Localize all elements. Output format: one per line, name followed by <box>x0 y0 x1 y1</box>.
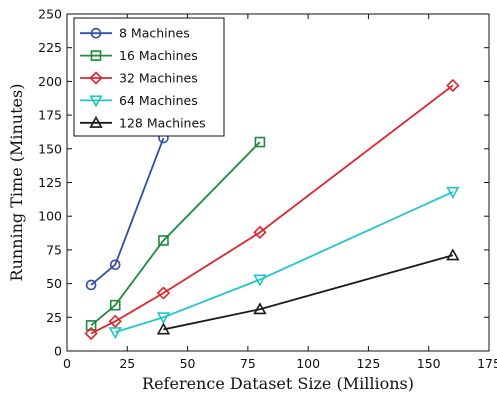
x-tick-label: 100 <box>296 356 320 371</box>
data-point <box>253 302 267 315</box>
data-point <box>158 235 169 246</box>
axes: 0 25 50 75 100 125 150 175 0 25 50 75 100 125 150 175 20… <box>38 7 497 372</box>
series-layer <box>84 78 460 341</box>
data-point <box>253 274 267 287</box>
data-point <box>156 286 171 300</box>
x-tick-label: 0 <box>63 356 71 371</box>
y-tick-label: 225 <box>38 40 62 55</box>
y-tick-label: 200 <box>38 74 62 89</box>
data-point <box>85 320 97 331</box>
y-tick-label: 75 <box>46 242 62 257</box>
y-tick-label: 250 <box>38 7 62 22</box>
series-8-machines <box>85 132 169 291</box>
legend-label: 64 Machines <box>119 93 198 108</box>
data-point <box>446 248 460 261</box>
x-tick-label: 50 <box>180 356 196 371</box>
series-line <box>90 141 261 327</box>
legend-marker <box>89 95 103 108</box>
series-16-machines <box>85 136 266 331</box>
x-tick-label: 125 <box>356 356 380 371</box>
series-64-machines <box>108 186 460 340</box>
data-point <box>108 327 122 340</box>
legend-label: 8 Machines <box>119 26 190 41</box>
series-line <box>90 84 454 335</box>
legend-box <box>73 17 225 137</box>
y-tick-label: 0 <box>54 344 62 359</box>
data-point <box>109 259 121 271</box>
series-128-machines <box>156 248 460 335</box>
x-tick-label: 150 <box>417 356 441 371</box>
legend: 8 Machines 16 Machines 32 Machines 64 Machi… <box>73 17 225 137</box>
legend-item: 128 Machines <box>80 115 206 130</box>
y-tick-label: 150 <box>38 141 62 156</box>
y-tick-label: 25 <box>46 310 62 325</box>
y-tick-label: 100 <box>38 209 62 224</box>
legend-label: 16 Machines <box>119 48 198 63</box>
data-point <box>446 186 460 199</box>
series-line <box>163 254 454 331</box>
y-tick-label: 175 <box>38 108 62 123</box>
x-tick-label: 25 <box>119 356 135 371</box>
legend-item: 64 Machines <box>80 93 198 108</box>
series-line <box>90 137 165 286</box>
legend-marker <box>90 50 102 61</box>
legend-label: 128 Machines <box>119 115 206 130</box>
y-tick-label: 50 <box>46 276 62 291</box>
legend-marker <box>90 27 102 39</box>
legend-item: 32 Machines <box>80 71 198 86</box>
x-axis-title: Reference Dataset Size (Millions) <box>142 374 414 393</box>
legend-marker <box>89 115 103 128</box>
x-tick-label: 75 <box>240 356 256 371</box>
data-point <box>446 78 460 93</box>
data-point <box>156 322 171 335</box>
x-tick-label: 175 <box>477 356 497 371</box>
data-point <box>109 299 121 311</box>
y-tick-label: 125 <box>38 175 62 190</box>
data-point <box>254 136 266 148</box>
series-32-machines <box>84 78 460 341</box>
data-point <box>156 312 171 325</box>
y-axis-title: Running Time (Minutes) <box>7 84 26 282</box>
data-point <box>84 326 98 341</box>
legend-item: 8 Machines <box>80 26 190 41</box>
legend-label: 32 Machines <box>119 71 198 86</box>
data-point <box>108 314 122 328</box>
series-line <box>114 191 454 333</box>
data-point <box>85 279 97 291</box>
legend-item: 16 Machines <box>80 48 198 63</box>
data-point <box>253 225 267 240</box>
legend-marker <box>89 71 103 85</box>
